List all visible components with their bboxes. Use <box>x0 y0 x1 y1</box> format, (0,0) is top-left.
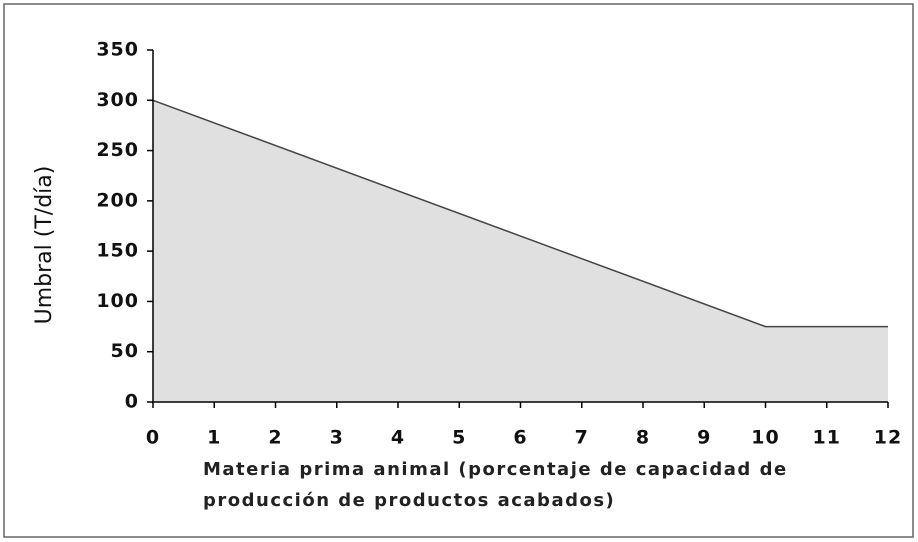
x-tick-label: 11 <box>813 427 841 449</box>
x-tick-label: 10 <box>751 427 779 449</box>
x-axis-label: Materia prima animal (porcentaje de capa… <box>203 459 788 480</box>
x-axis-label: producción de productos acabados) <box>203 490 615 511</box>
x-tick-label: 8 <box>636 427 650 449</box>
x-tick-label: 6 <box>513 427 527 449</box>
y-tick-label: 150 <box>96 240 139 262</box>
x-tick-label: 7 <box>575 427 589 449</box>
x-tick-label: 1 <box>207 427 221 449</box>
y-axis-label: Umbral (T/día) <box>32 166 57 325</box>
x-tick-label: 12 <box>874 427 902 449</box>
y-tick-label: 0 <box>125 391 139 413</box>
line <box>152 99 888 328</box>
area <box>153 100 888 403</box>
y-tick-label: 50 <box>111 340 139 362</box>
y-tick-label: 350 <box>96 39 139 61</box>
x-tick-label: 2 <box>268 427 282 449</box>
y-tick-label: 250 <box>96 139 139 161</box>
x-tick-label: 0 <box>146 427 160 449</box>
y-tick-label: 100 <box>96 290 139 312</box>
x-tick-label: 5 <box>452 427 466 449</box>
x-tick-label: 9 <box>697 427 711 449</box>
y-tick-label: 200 <box>96 189 139 211</box>
y-tick-label: 300 <box>96 89 139 111</box>
x-tick-label: 4 <box>391 427 405 449</box>
x-tick-label: 3 <box>330 427 344 449</box>
